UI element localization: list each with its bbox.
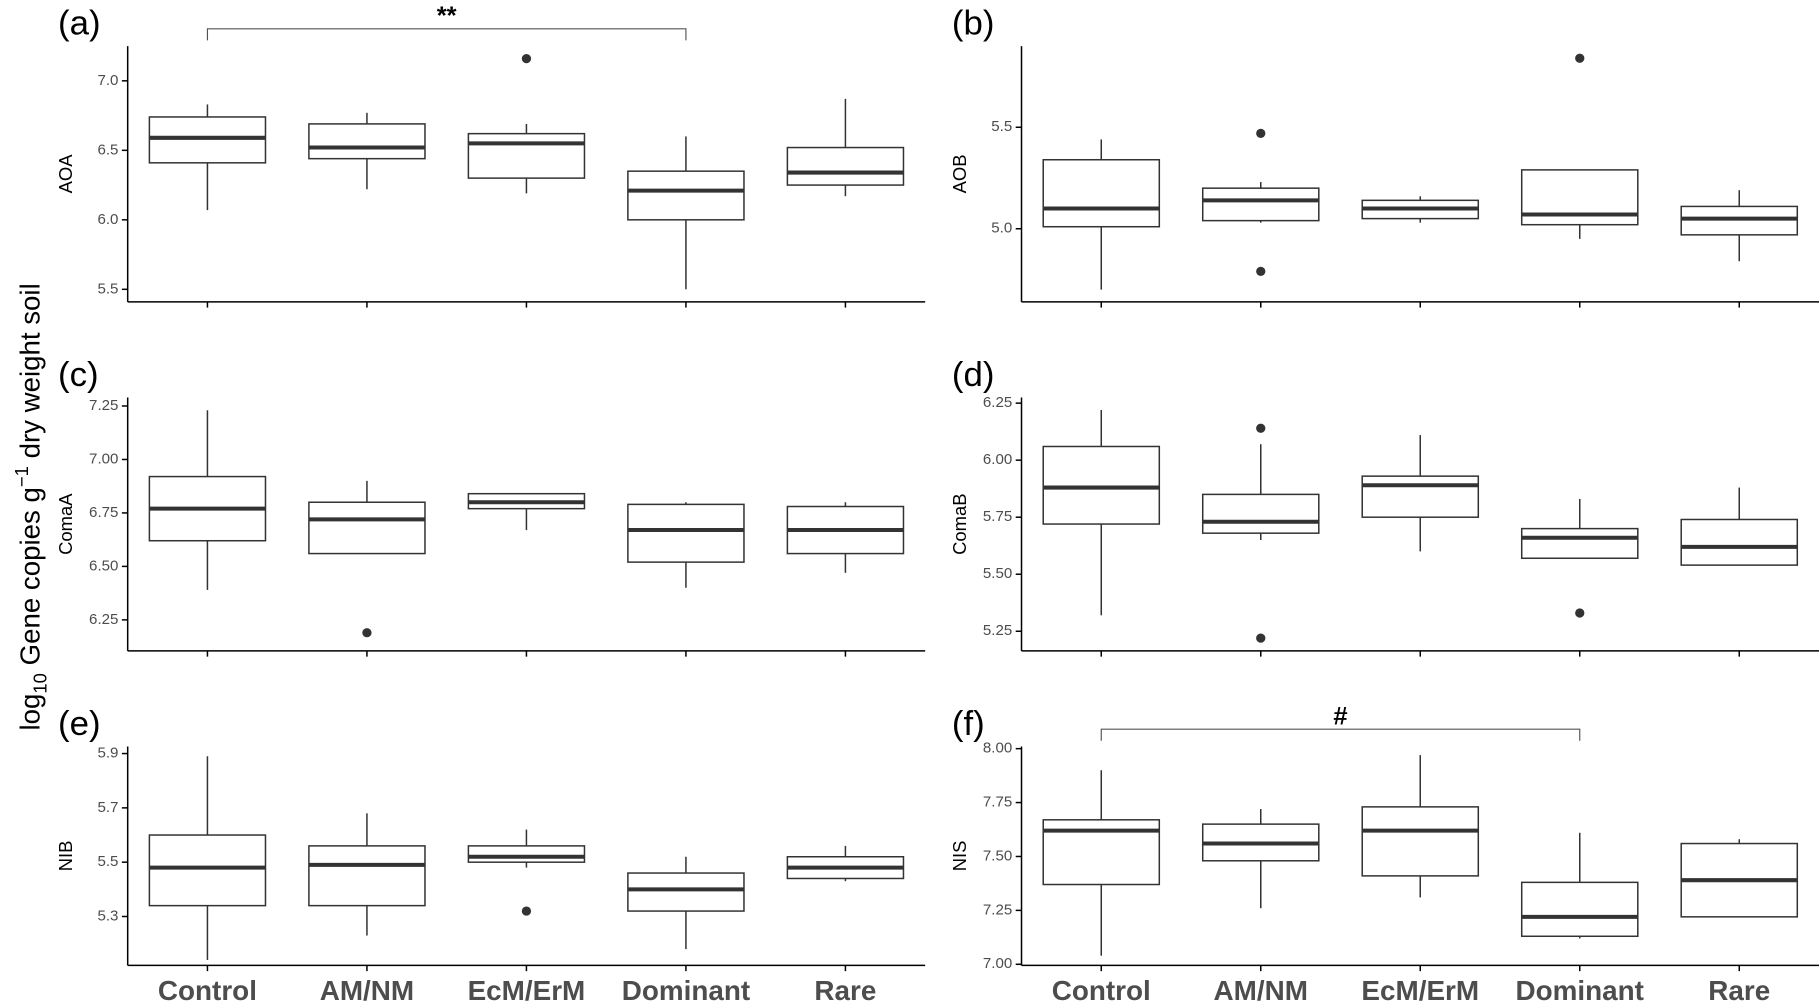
y-tick-label: 6.50: [89, 557, 118, 574]
x-tick-label: Rare: [1708, 975, 1770, 1006]
x-tick-label: EcM/ErM: [468, 975, 586, 1006]
y-tick-label: 6.5: [97, 141, 118, 158]
y-tick-label: 8.00: [983, 740, 1012, 757]
y-tick-label: 7.25: [89, 397, 118, 414]
y-tick-label: 5.9: [97, 745, 118, 762]
y-title-main: Gene copies g: [14, 487, 45, 673]
y-tick-label: 7.50: [983, 847, 1012, 864]
panel-y-title: AOB: [949, 154, 970, 193]
x-tick-label: Dominant: [622, 975, 750, 1006]
y-tick-label: 6.75: [89, 504, 118, 521]
y-title-sup: −1: [11, 466, 32, 487]
outlier: [1256, 633, 1266, 643]
panel-y-title: NIB: [55, 841, 76, 872]
box: [786, 146, 905, 186]
x-tick-label: Rare: [814, 975, 876, 1006]
y-tick-label: 6.0: [97, 211, 118, 228]
x-tick-label: Control: [1052, 975, 1151, 1006]
y-tick-label: 5.5: [97, 280, 118, 297]
panel-label: (d): [952, 356, 995, 394]
y-tick-label: 7.0: [97, 72, 118, 89]
outlier: [1575, 608, 1585, 618]
box: [627, 170, 745, 221]
box: [627, 872, 745, 912]
box: [148, 834, 267, 907]
significance-bracket: [206, 28, 687, 41]
box: [308, 501, 426, 555]
box: [1361, 806, 1480, 877]
y-tick-label: 7.00: [89, 450, 118, 467]
box: [308, 845, 426, 907]
x-tick-label: Dominant: [1516, 975, 1644, 1006]
box: [1680, 205, 1799, 236]
y-tick-label: 5.0: [991, 220, 1012, 237]
outlier: [521, 906, 532, 916]
panel-y-title: ComaB: [949, 493, 970, 554]
box: [308, 123, 426, 160]
box: [1201, 187, 1320, 222]
outlier: [521, 53, 532, 64]
outlier: [1575, 53, 1585, 63]
significance-label: **: [437, 2, 457, 30]
y-tick-label: 5.75: [983, 508, 1012, 525]
box: [1201, 493, 1320, 534]
y-title-sub: 10: [29, 673, 50, 693]
y-tick-label: 5.50: [983, 565, 1012, 582]
outlier: [1256, 266, 1266, 276]
panel-label: (a): [58, 5, 101, 43]
outlier: [362, 628, 372, 638]
y-tick-label: 7.25: [983, 901, 1012, 918]
y-tick-label: 5.5: [97, 853, 118, 870]
panel-label: (e): [58, 705, 101, 743]
panel-label: (b): [952, 5, 995, 43]
y-tick-label: 6.00: [983, 451, 1012, 468]
y-tick-label: 5.25: [983, 622, 1012, 639]
y-tick-label: 5.5: [991, 118, 1012, 135]
outlier: [1256, 128, 1266, 138]
panel-y-title: ComaA: [55, 493, 76, 555]
x-tick-label: Control: [158, 975, 257, 1006]
significance-bracket: [1100, 728, 1581, 741]
significance-label: #: [1333, 703, 1347, 731]
y-tick-label: 5.3: [97, 907, 118, 924]
y-tick-label: 6.25: [983, 394, 1012, 411]
outlier: [1256, 423, 1266, 433]
y-tick-label: 5.7: [97, 799, 118, 816]
panel-y-title: AOA: [55, 154, 76, 194]
box: [1520, 881, 1639, 938]
box: [1042, 158, 1161, 228]
box: [467, 132, 586, 179]
box: [1680, 518, 1799, 566]
panel-y-title: NIS: [949, 841, 970, 872]
box: [1042, 445, 1161, 525]
y-tick-label: 6.25: [89, 611, 118, 628]
panel-label: (c): [58, 356, 99, 394]
y-tick-label: 7.00: [983, 955, 1012, 972]
box: [148, 116, 267, 164]
box: [467, 845, 586, 863]
x-tick-label: AM/NM: [320, 975, 414, 1006]
y-axis-title: log10 Gene copies g−1 dry weight soil: [11, 283, 51, 730]
y-title-rest: dry weight soil: [14, 283, 45, 466]
x-tick-label: EcM/ErM: [1361, 975, 1479, 1006]
box: [1520, 527, 1639, 560]
x-tick-label: AM/NM: [1214, 975, 1308, 1006]
box: [627, 503, 745, 563]
panel-label: (f): [952, 705, 985, 743]
box: [1361, 475, 1480, 518]
y-tick-label: 7.75: [983, 794, 1012, 811]
y-title-log: log: [14, 694, 45, 731]
